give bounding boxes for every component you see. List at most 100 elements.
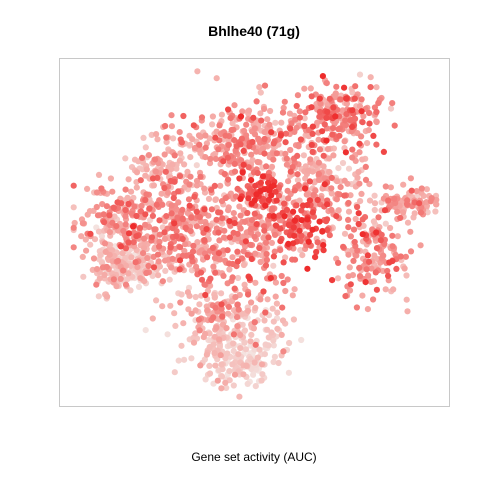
data-point — [308, 104, 315, 111]
data-point — [385, 272, 392, 279]
data-point — [198, 276, 206, 283]
data-point — [307, 156, 314, 163]
data-point — [368, 265, 375, 272]
data-point — [117, 243, 124, 250]
data-point — [375, 214, 382, 221]
data-point — [252, 341, 259, 348]
data-point — [229, 361, 236, 368]
data-point — [223, 325, 230, 332]
data-point — [356, 103, 363, 110]
data-point — [82, 236, 89, 243]
data-point — [324, 201, 331, 208]
data-point — [133, 233, 140, 240]
data-point — [248, 331, 255, 338]
data-point — [265, 234, 272, 241]
data-point — [279, 317, 287, 324]
data-point — [211, 255, 219, 262]
data-point — [345, 165, 353, 172]
data-point — [188, 214, 195, 221]
data-point — [394, 233, 401, 240]
data-point — [217, 182, 224, 189]
data-point — [229, 254, 236, 261]
data-point — [271, 353, 278, 360]
data-point — [84, 211, 91, 218]
data-point — [161, 235, 169, 242]
data-point — [196, 141, 203, 148]
data-point — [187, 154, 194, 161]
data-point — [263, 163, 270, 170]
data-point — [212, 362, 219, 369]
data-point — [423, 186, 430, 193]
data-point — [218, 373, 226, 380]
data-point — [277, 247, 284, 254]
data-point — [150, 182, 157, 189]
data-point — [190, 339, 198, 346]
data-point — [271, 231, 279, 238]
data-point — [250, 114, 257, 121]
data-point — [138, 202, 145, 209]
data-point — [169, 255, 176, 262]
data-point — [253, 191, 260, 198]
data-point — [234, 258, 241, 265]
data-point — [186, 202, 193, 209]
data-point — [195, 316, 202, 323]
data-point — [168, 166, 175, 173]
data-point — [350, 226, 358, 233]
data-point — [268, 207, 276, 214]
data-point — [248, 255, 255, 263]
data-point — [347, 281, 354, 288]
data-point — [244, 380, 251, 387]
data-point — [218, 305, 225, 312]
data-point — [335, 259, 342, 266]
data-point — [177, 150, 184, 157]
data-point — [231, 371, 239, 378]
data-point — [356, 140, 363, 147]
data-point — [253, 221, 260, 228]
data-point — [179, 235, 186, 243]
data-point — [264, 296, 271, 303]
data-point — [215, 209, 222, 216]
data-point — [236, 175, 243, 182]
data-point — [253, 148, 260, 155]
data-point — [226, 266, 233, 273]
data-point — [269, 305, 276, 312]
data-point — [341, 230, 349, 237]
data-point — [373, 141, 380, 148]
data-point — [433, 201, 440, 208]
data-point — [188, 310, 195, 317]
data-point — [270, 156, 277, 163]
data-point — [196, 214, 203, 221]
data-point — [122, 221, 129, 228]
data-point — [93, 189, 101, 196]
data-point — [211, 182, 218, 189]
data-point — [356, 71, 364, 78]
data-point — [308, 93, 315, 100]
data-point — [156, 231, 163, 238]
data-point — [252, 383, 259, 390]
data-point — [268, 239, 275, 246]
data-point — [122, 155, 129, 162]
data-point — [133, 169, 141, 176]
data-point — [188, 355, 195, 362]
data-point — [169, 225, 176, 232]
data-point — [389, 232, 396, 239]
data-point — [372, 269, 379, 276]
data-point — [221, 234, 228, 241]
data-point — [236, 393, 243, 400]
data-point — [190, 122, 197, 129]
data-point — [371, 200, 379, 207]
data-point — [285, 195, 292, 202]
data-point — [411, 210, 418, 217]
data-point — [289, 292, 296, 299]
data-point — [197, 173, 204, 180]
data-point — [83, 247, 90, 254]
data-point — [256, 244, 263, 252]
data-point — [349, 154, 356, 161]
data-point — [345, 273, 352, 280]
data-point — [391, 122, 398, 129]
data-point — [110, 276, 117, 283]
data-point — [320, 247, 327, 254]
data-point — [156, 217, 163, 224]
data-point — [294, 177, 301, 184]
x-axis-label: Gene set activity (AUC) — [191, 450, 316, 464]
